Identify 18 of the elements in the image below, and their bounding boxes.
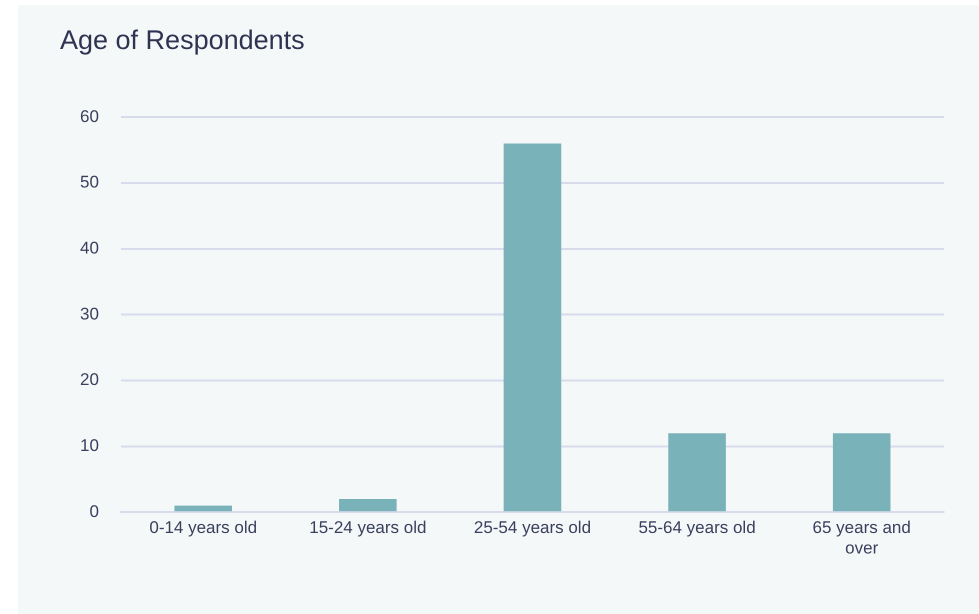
x-tick-label: 55-64 years old — [638, 518, 756, 538]
x-tick-label: 65 years and over — [812, 518, 911, 558]
y-tick-label: 10 — [80, 436, 99, 456]
y-tick-label: 0 — [89, 502, 99, 521]
bar — [174, 506, 232, 512]
y-tick-label: 60 — [80, 106, 99, 126]
x-tick-label: 0-14 years old — [149, 518, 258, 538]
y-tick-label: 30 — [80, 304, 99, 324]
bar — [504, 144, 562, 512]
y-tick-label: 50 — [80, 172, 99, 192]
y-tick-label: 20 — [80, 370, 99, 390]
bar — [668, 433, 726, 512]
y-tick-label: 40 — [80, 238, 99, 258]
bar — [832, 433, 890, 512]
x-tick-label: 25-54 years old — [474, 518, 592, 538]
bar — [339, 499, 397, 512]
chart-title: Age of Respondents — [60, 25, 305, 56]
x-tick-label: 15-24 years old — [309, 518, 426, 538]
